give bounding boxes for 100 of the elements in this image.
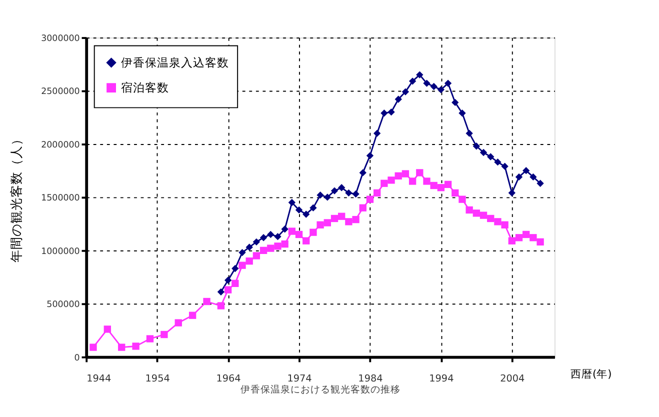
point bbox=[310, 204, 317, 212]
point bbox=[295, 230, 303, 238]
point bbox=[373, 189, 381, 197]
point bbox=[345, 189, 352, 197]
point bbox=[466, 206, 473, 214]
point bbox=[494, 218, 502, 226]
point bbox=[402, 88, 410, 96]
point bbox=[444, 80, 452, 87]
point bbox=[487, 214, 494, 222]
point bbox=[373, 130, 381, 137]
y-tick-label: 3000000 bbox=[41, 34, 80, 44]
point bbox=[522, 230, 530, 238]
point bbox=[359, 169, 366, 176]
x-tick-label: 1944 bbox=[86, 374, 112, 385]
point bbox=[416, 71, 424, 78]
point bbox=[423, 80, 430, 87]
point bbox=[388, 176, 395, 184]
point bbox=[274, 242, 282, 250]
point bbox=[302, 210, 310, 218]
point bbox=[466, 130, 473, 137]
point bbox=[260, 246, 268, 254]
point bbox=[480, 212, 488, 219]
point bbox=[366, 152, 374, 160]
point bbox=[281, 240, 288, 248]
point bbox=[288, 198, 296, 206]
point bbox=[232, 264, 239, 272]
point bbox=[217, 288, 225, 296]
point bbox=[452, 98, 459, 106]
point bbox=[430, 82, 438, 90]
point bbox=[536, 180, 544, 187]
point bbox=[267, 244, 274, 252]
x-tick-label: 2004 bbox=[500, 374, 525, 385]
point bbox=[452, 189, 459, 197]
point bbox=[458, 110, 466, 117]
y-axis-title: 年間の観光客数（人） bbox=[8, 132, 24, 263]
point bbox=[522, 166, 530, 174]
point bbox=[252, 252, 260, 260]
point bbox=[174, 319, 182, 326]
point bbox=[408, 78, 416, 85]
point bbox=[188, 312, 196, 319]
point bbox=[232, 280, 239, 288]
x-tick-label: 1994 bbox=[429, 374, 454, 385]
point bbox=[480, 148, 488, 156]
point bbox=[508, 189, 516, 197]
point bbox=[295, 206, 303, 214]
point bbox=[501, 162, 508, 170]
point bbox=[324, 194, 331, 201]
point bbox=[345, 218, 352, 226]
point bbox=[430, 182, 438, 190]
x-tick-label: 1964 bbox=[216, 374, 241, 385]
point bbox=[472, 210, 480, 217]
point bbox=[246, 257, 253, 265]
point bbox=[238, 248, 246, 256]
point bbox=[338, 212, 346, 220]
point bbox=[267, 230, 274, 238]
point bbox=[324, 219, 331, 226]
point bbox=[260, 234, 268, 242]
point bbox=[444, 180, 452, 188]
point bbox=[352, 190, 360, 198]
point bbox=[515, 234, 523, 242]
point bbox=[316, 221, 324, 228]
y-tick-label: 2000000 bbox=[41, 140, 80, 150]
point bbox=[160, 330, 168, 338]
x-axis-title: 西暦(年) bbox=[570, 368, 612, 381]
point bbox=[508, 237, 516, 244]
point bbox=[274, 232, 282, 240]
point bbox=[437, 86, 445, 94]
point bbox=[246, 244, 253, 251]
y-tick-label: 1500000 bbox=[41, 194, 80, 204]
x-tick-label: 1974 bbox=[287, 374, 312, 385]
point bbox=[530, 234, 537, 242]
point bbox=[224, 286, 232, 294]
legend-label: 宿泊客数 bbox=[120, 80, 169, 95]
point bbox=[104, 326, 111, 333]
point bbox=[132, 342, 140, 350]
point bbox=[316, 191, 324, 199]
point bbox=[437, 184, 445, 192]
point bbox=[310, 228, 317, 236]
point bbox=[388, 108, 395, 116]
y-tick-label: 0 bbox=[74, 353, 80, 364]
x-tick-label: 1954 bbox=[145, 374, 170, 385]
point bbox=[330, 214, 338, 222]
point bbox=[458, 196, 466, 203]
point bbox=[394, 96, 402, 103]
point bbox=[380, 180, 388, 187]
point bbox=[402, 170, 410, 178]
point bbox=[90, 344, 97, 351]
point bbox=[380, 110, 388, 117]
y-tick-label: 2500000 bbox=[41, 87, 80, 98]
point bbox=[288, 228, 296, 235]
point bbox=[501, 221, 508, 228]
point bbox=[359, 204, 366, 212]
point bbox=[366, 196, 374, 203]
point bbox=[252, 238, 260, 246]
point bbox=[281, 226, 288, 233]
point bbox=[146, 335, 154, 342]
point bbox=[530, 173, 537, 181]
point bbox=[536, 238, 544, 246]
point bbox=[408, 178, 416, 185]
point bbox=[487, 153, 494, 160]
